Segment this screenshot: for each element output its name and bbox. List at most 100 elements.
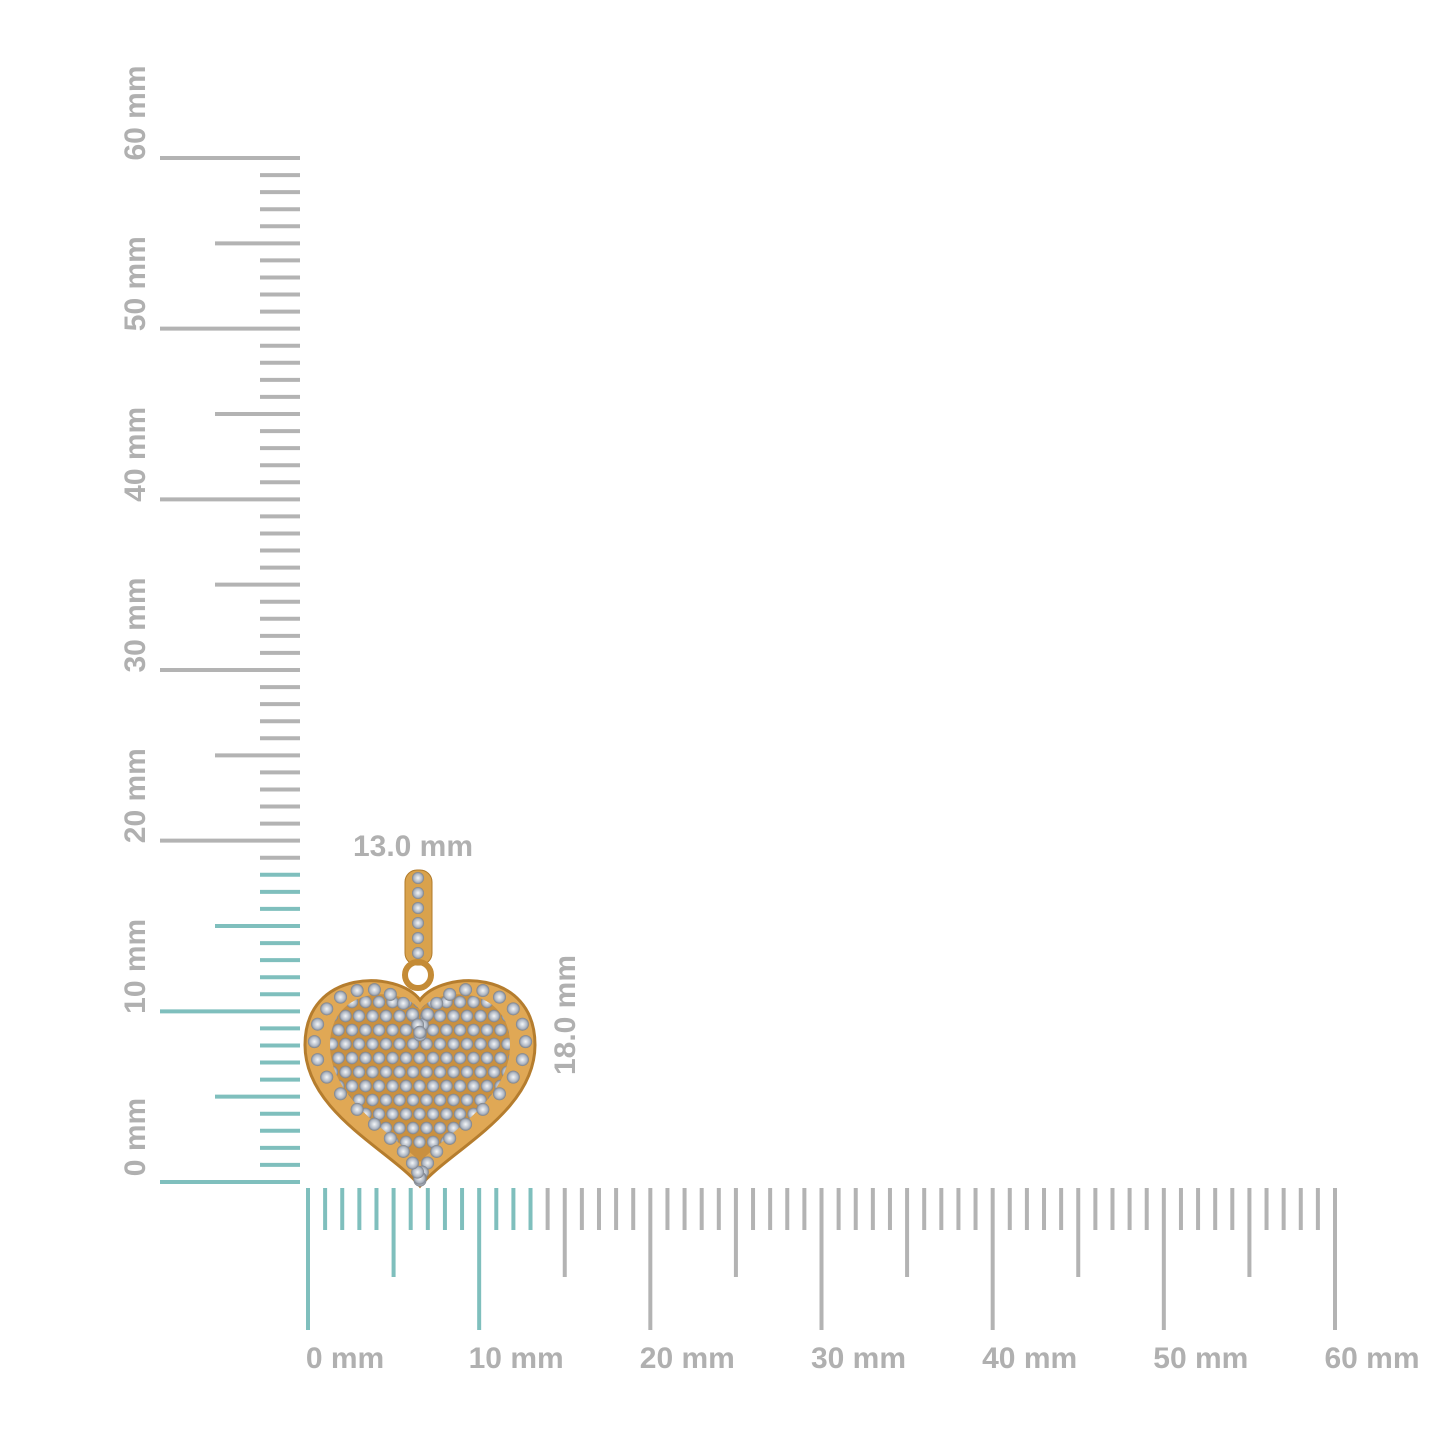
diamond — [332, 1051, 345, 1065]
diamond — [494, 1135, 507, 1149]
diamond — [494, 1051, 507, 1065]
diamond — [320, 1002, 334, 1016]
diamond — [440, 1051, 453, 1065]
diamond — [359, 1051, 372, 1065]
diamond — [393, 1009, 406, 1023]
diamond — [339, 1037, 352, 1051]
diamond — [476, 984, 490, 998]
horizontal-ruler-label: 30 mm — [811, 1342, 906, 1375]
diamond — [412, 902, 424, 914]
diamond — [372, 1107, 386, 1121]
diamond — [412, 947, 424, 959]
diamond — [386, 1023, 399, 1037]
diamond — [406, 1121, 420, 1135]
diamond — [372, 1051, 386, 1065]
diamond — [412, 872, 424, 884]
diamond — [372, 1023, 386, 1037]
diamond — [459, 983, 473, 997]
diamond — [480, 1079, 494, 1093]
diamond — [332, 1135, 345, 1149]
diamond — [359, 995, 372, 1009]
diamond — [379, 1037, 393, 1051]
diamond — [366, 1065, 379, 1079]
diamond — [406, 1065, 420, 1079]
vertical-ruler-label: 10 mm — [119, 919, 152, 1014]
diamond — [366, 1037, 379, 1051]
diamond — [383, 1131, 397, 1145]
diamond — [386, 1079, 399, 1093]
diamond — [474, 1065, 487, 1079]
diamond — [345, 1079, 359, 1093]
diamond — [459, 1117, 473, 1131]
diamond — [433, 1009, 447, 1023]
diamond — [339, 1009, 352, 1023]
diamond — [366, 1093, 379, 1107]
diamond — [420, 1121, 433, 1135]
diamond — [426, 1107, 440, 1121]
diamond — [443, 1131, 457, 1145]
vertical-ruler-label: 30 mm — [119, 577, 152, 672]
diamond — [453, 1079, 467, 1093]
diamond — [426, 1023, 440, 1037]
diamond — [339, 1065, 352, 1079]
diamond — [440, 1079, 453, 1093]
diamond — [386, 1107, 399, 1121]
diamond — [393, 1121, 406, 1135]
diamond — [311, 1017, 325, 1031]
diamond — [492, 1087, 506, 1101]
diamond — [467, 1023, 480, 1037]
diamond — [379, 1009, 393, 1023]
diamond — [405, 1156, 419, 1170]
diamond — [307, 1035, 321, 1049]
diamond — [399, 1107, 413, 1121]
diamond — [487, 1065, 501, 1079]
diamond — [345, 1051, 359, 1065]
diamond — [420, 1065, 433, 1079]
diamond — [501, 1037, 510, 1051]
diamond — [467, 1079, 480, 1093]
diamond — [383, 987, 397, 1001]
vertical-ruler-label: 0 mm — [119, 1098, 152, 1176]
diamond — [413, 1025, 427, 1039]
diamond — [413, 1051, 426, 1065]
diamond — [350, 1102, 364, 1116]
diamond — [515, 1017, 529, 1031]
diamond — [412, 932, 424, 944]
diamond — [507, 1135, 510, 1149]
diamond — [421, 1007, 435, 1021]
horizontal-ruler-label: 10 mm — [469, 1342, 564, 1375]
diamond — [467, 995, 480, 1009]
diamond — [345, 1023, 359, 1037]
diamond — [487, 1037, 501, 1051]
diamond — [460, 1037, 474, 1051]
horizontal-ruler-label: 50 mm — [1153, 1342, 1248, 1375]
diamond — [359, 1023, 372, 1037]
diamond — [453, 995, 467, 1009]
diamond — [460, 1009, 474, 1023]
diamond — [453, 1107, 467, 1121]
diamond — [492, 990, 506, 1004]
diamond — [396, 1144, 410, 1158]
diamond — [430, 1144, 444, 1158]
diamond — [352, 1009, 366, 1023]
diamond — [447, 1037, 460, 1051]
diamond — [352, 1065, 366, 1079]
diamond — [393, 1065, 406, 1079]
diamond — [334, 990, 348, 1004]
diamond — [476, 1102, 490, 1116]
horizontal-ruler-label: 40 mm — [982, 1342, 1077, 1375]
diamond — [379, 1093, 393, 1107]
diamond — [507, 1107, 510, 1121]
diamond — [320, 1070, 334, 1084]
height-dimension: 18.0 mm — [549, 955, 582, 1075]
diamond — [330, 1121, 339, 1135]
diamond — [443, 987, 457, 1001]
diamond — [372, 995, 386, 1009]
diamond — [460, 1093, 474, 1107]
diamond — [399, 1051, 413, 1065]
diamond — [406, 1037, 420, 1051]
diamond — [480, 1023, 494, 1037]
horizontal-ruler-label: 60 mm — [1324, 1342, 1419, 1375]
diamond — [480, 1051, 494, 1065]
